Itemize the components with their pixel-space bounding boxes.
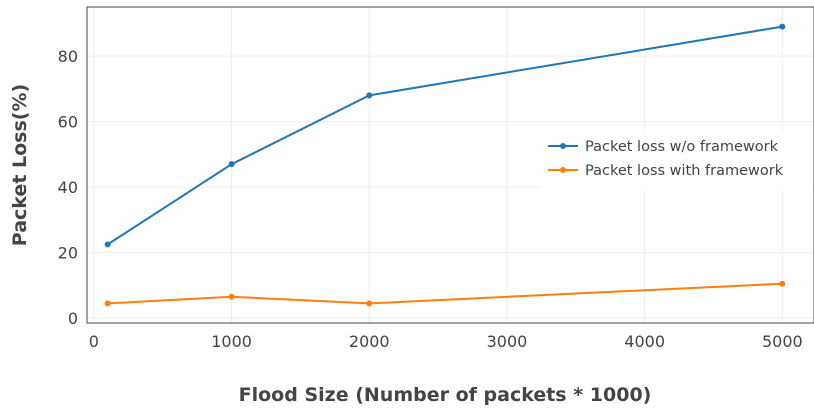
y-tick-label: 20 [58, 244, 78, 263]
legend[interactable]: Packet loss w/o framework Packet loss wit… [540, 133, 813, 191]
x-tick-label: 1000 [211, 332, 252, 351]
data-point [104, 300, 111, 307]
x-tick-label: 2000 [349, 332, 390, 351]
data-point [366, 92, 373, 99]
data-point [228, 161, 235, 168]
legend-label: Packet loss w/o framework [585, 139, 779, 155]
x-tick-label: 3000 [487, 332, 528, 351]
x-axis-title: Flood Size (Number of packets * 1000) [239, 384, 652, 406]
data-point [366, 300, 373, 307]
plot-frame [86, 6, 814, 324]
series-group [104, 23, 786, 248]
y-tick-label: 40 [58, 178, 78, 197]
y-axis-title: Packet Loss(%) [9, 84, 31, 246]
data-point [104, 241, 111, 248]
legend-swatch-marker [560, 143, 566, 149]
data-point [228, 293, 235, 300]
y-tick-label: 80 [58, 47, 78, 66]
x-tick-label: 0 [89, 332, 99, 351]
series [104, 23, 786, 307]
x-tick-label: 5000 [762, 332, 803, 351]
legend-item[interactable]: Packet loss w/o framework [548, 139, 779, 155]
x-tick-label: 4000 [624, 332, 665, 351]
legend-background [540, 133, 813, 191]
series-line [107, 25, 783, 246]
y-tick-label: 0 [68, 309, 78, 328]
data-point [779, 23, 786, 30]
data-point [779, 280, 786, 287]
legend-swatch-marker [560, 167, 566, 173]
legend-item[interactable]: Packet loss with framework [548, 163, 784, 179]
series-line [107, 282, 783, 305]
legend-label: Packet loss with framework [585, 163, 784, 179]
series-group [104, 280, 786, 307]
axis-ticks: 0 1000 2000 3000 4000 5000 0 20 40 60 80 [58, 47, 803, 351]
y-tick-label: 60 [58, 113, 78, 132]
